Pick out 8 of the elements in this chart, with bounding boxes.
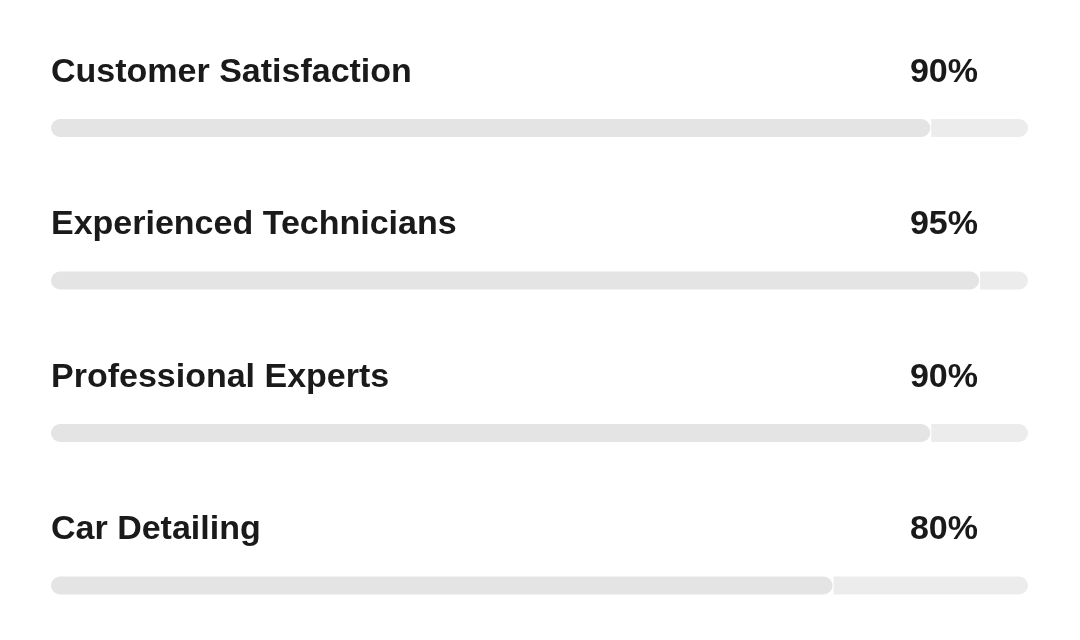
data-label: 90% xyxy=(909,355,978,394)
data-label: 90% xyxy=(909,50,978,89)
data-label: 95% xyxy=(909,203,978,242)
y-tick-label: Car Detailing xyxy=(51,508,261,547)
y-tick-label: Experienced Technicians xyxy=(51,203,457,242)
y-tick-label: Customer Satisfaction xyxy=(51,50,412,89)
y-tick-label: Professional Experts xyxy=(51,355,390,394)
data-label: 80% xyxy=(909,508,978,547)
